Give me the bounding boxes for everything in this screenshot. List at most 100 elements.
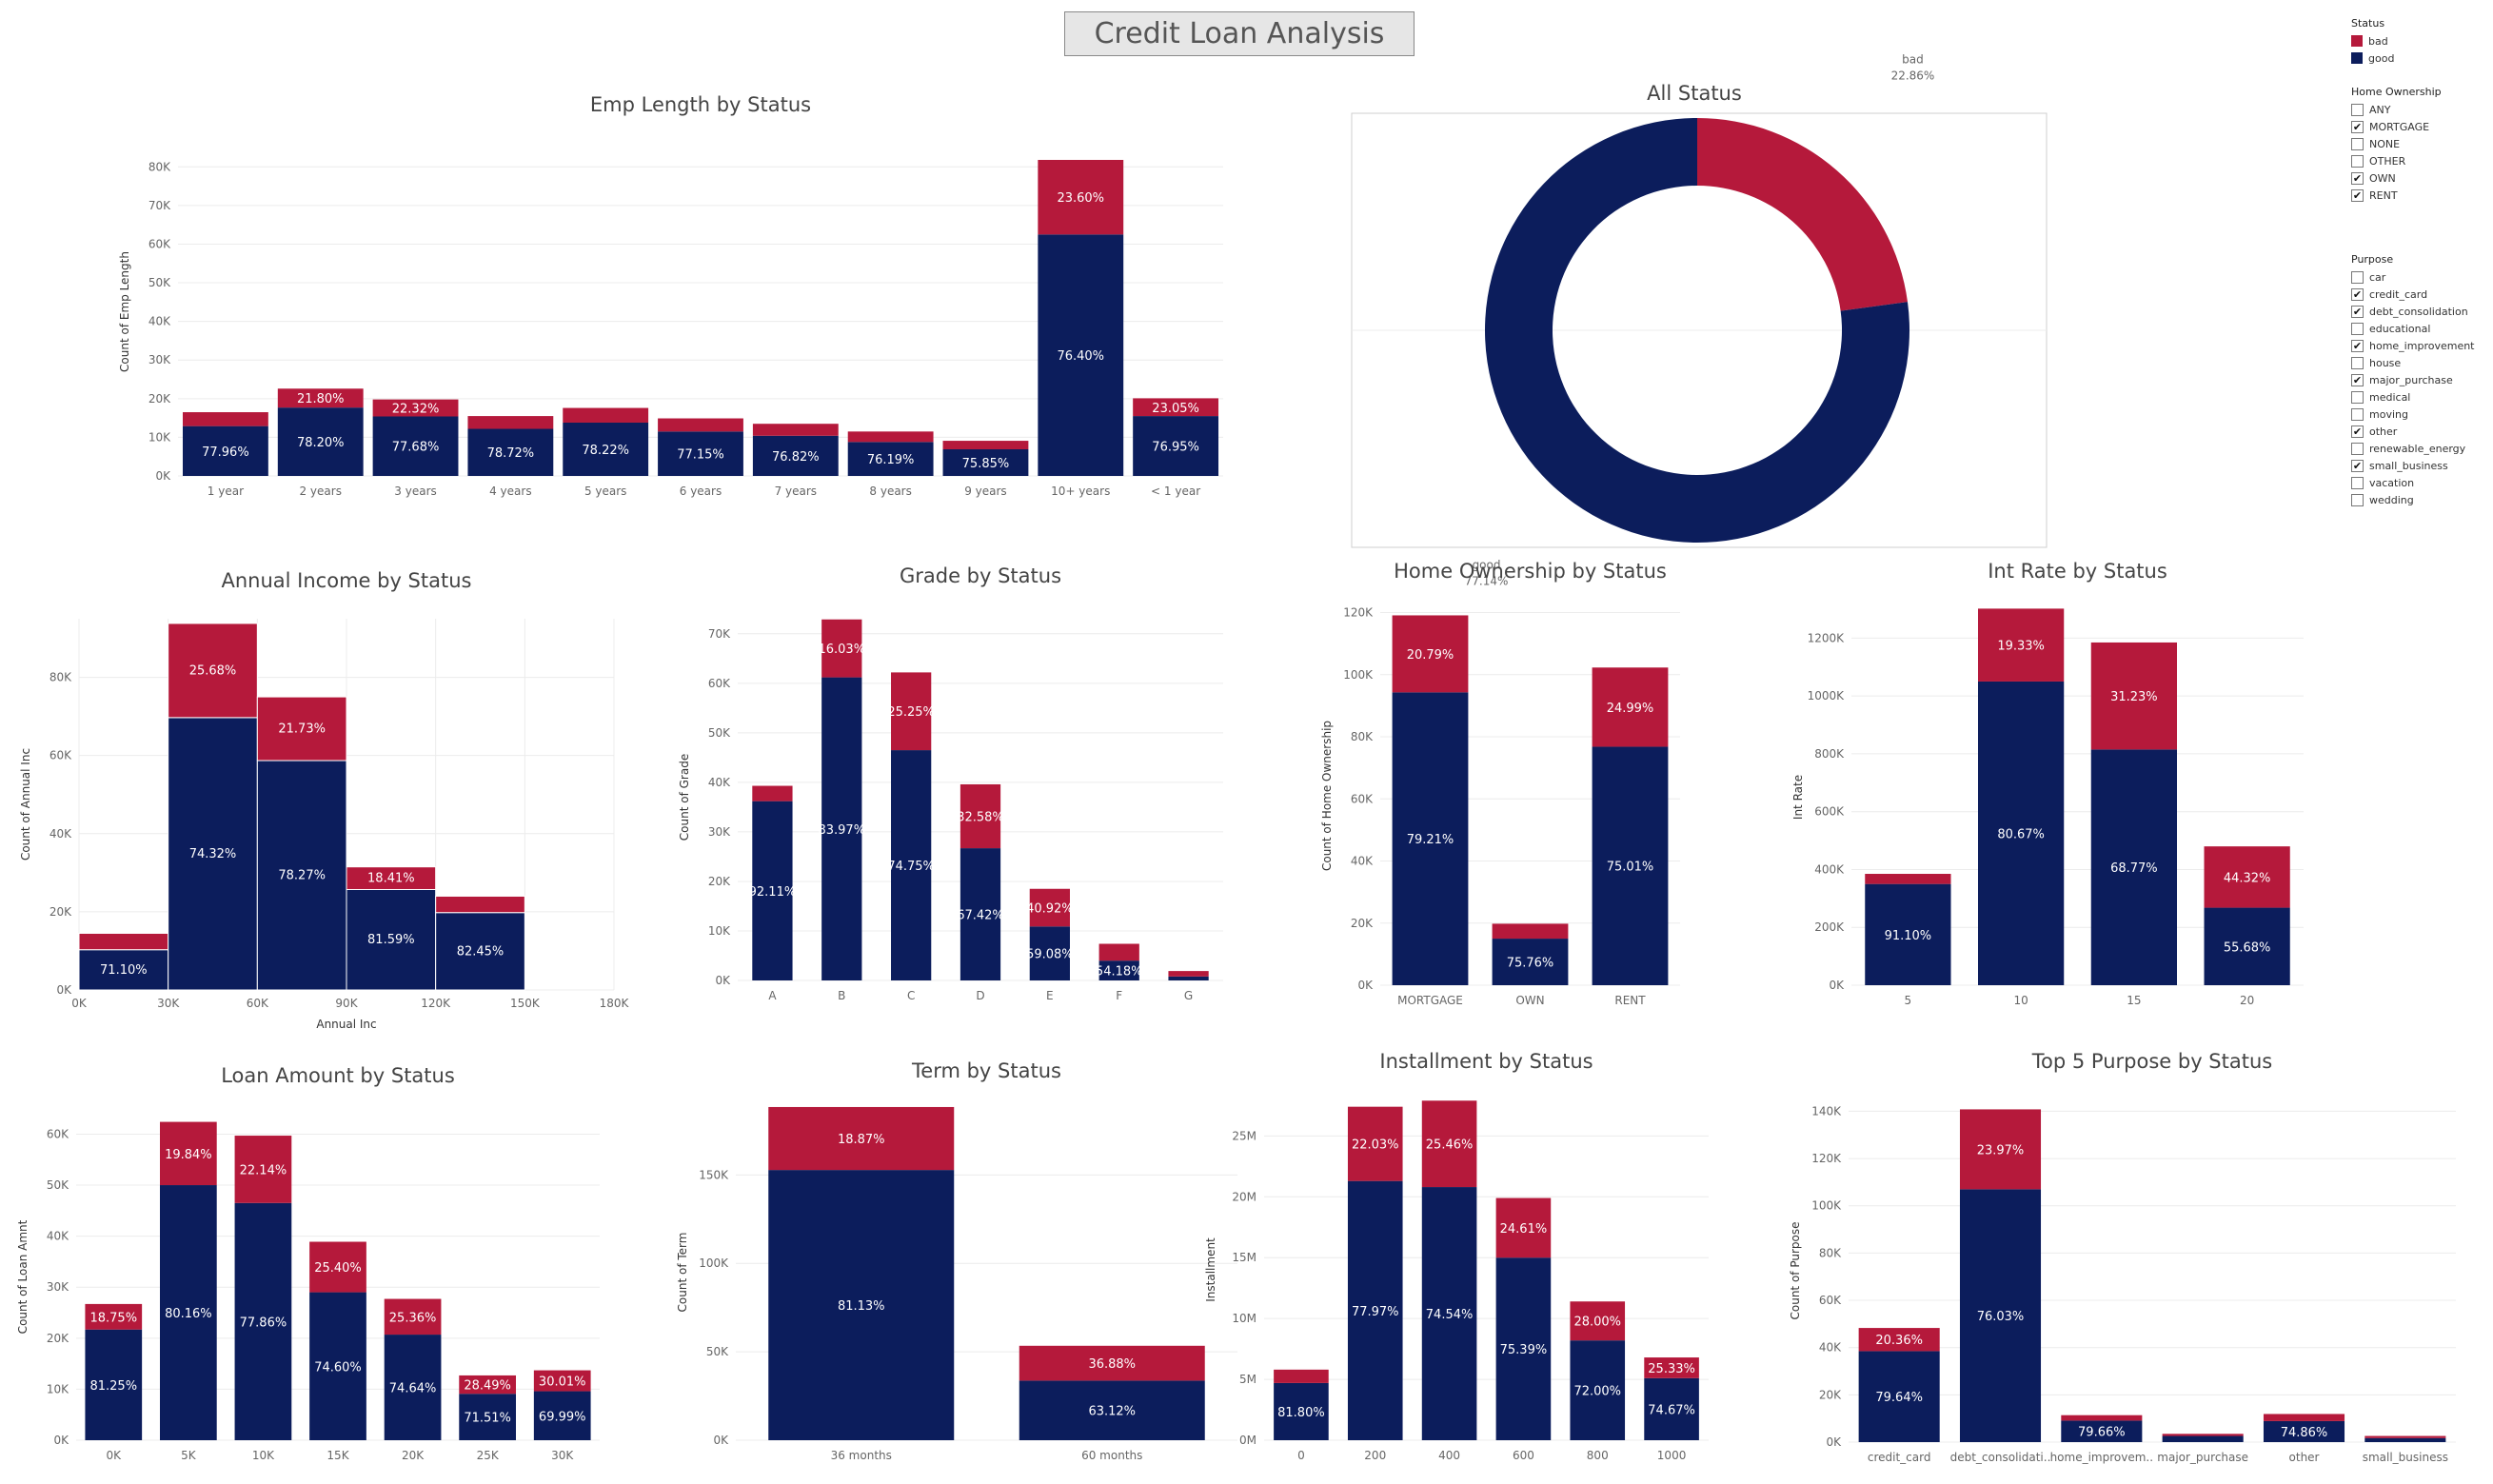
bar-good[interactable]: [256, 760, 347, 991]
home-ownership-option-none[interactable]: NONE: [2351, 135, 2489, 152]
bar-bad[interactable]: [2162, 1434, 2244, 1436]
checkbox-icon[interactable]: [2351, 407, 2364, 421]
bar-good[interactable]: [2061, 1420, 2143, 1442]
donut-slice-bad[interactable]: [1697, 118, 1908, 311]
purpose-option-credit-card[interactable]: ✔ credit_card: [2351, 286, 2489, 303]
purpose-option-home-improvement[interactable]: ✔ home_improvement: [2351, 337, 2489, 354]
bar-bad[interactable]: [891, 672, 932, 751]
bar-good[interactable]: [2204, 907, 2290, 985]
bar-good[interactable]: [768, 1170, 955, 1440]
checkbox-icon[interactable]: [2351, 103, 2364, 116]
bar-good[interactable]: [1865, 883, 1951, 985]
home-ownership-option-other[interactable]: OTHER: [2351, 152, 2489, 169]
purpose-option-educational[interactable]: educational: [2351, 320, 2489, 337]
bar-bad[interactable]: [346, 866, 437, 890]
checkbox-icon[interactable]: [2351, 442, 2364, 455]
checkbox-icon[interactable]: [2351, 270, 2364, 284]
bar-good[interactable]: [1029, 926, 1070, 980]
purpose-option-renewable-energy[interactable]: renewable_energy: [2351, 440, 2489, 457]
bar-good[interactable]: [384, 1335, 442, 1440]
bar-bad[interactable]: [160, 1121, 217, 1186]
bar-bad[interactable]: [2364, 1435, 2446, 1438]
bar-bad[interactable]: [1592, 667, 1669, 747]
status-legend-item-bad[interactable]: bad: [2351, 32, 2489, 49]
bar-good[interactable]: [1644, 1377, 1699, 1440]
bar-good[interactable]: [1098, 960, 1139, 980]
bar-good[interactable]: [1570, 1340, 1626, 1440]
checkbox-icon[interactable]: [2351, 154, 2364, 168]
bar-bad[interactable]: [1392, 615, 1469, 693]
bar-bad[interactable]: [85, 1303, 143, 1330]
bar-bad[interactable]: [256, 696, 347, 762]
bar-good[interactable]: [1392, 692, 1469, 985]
bar-good[interactable]: [2263, 1420, 2345, 1442]
bar-good[interactable]: [1274, 1382, 1329, 1440]
bar-bad[interactable]: [563, 407, 649, 423]
checkbox-checked-icon[interactable]: ✔: [2351, 305, 2364, 318]
checkbox-icon[interactable]: [2351, 356, 2364, 369]
bar-good[interactable]: [459, 1394, 516, 1440]
donut-slice-good[interactable]: [1485, 118, 1909, 543]
purpose-option-car[interactable]: car: [2351, 268, 2489, 286]
bar-bad[interactable]: [2061, 1415, 2143, 1421]
bar-bad[interactable]: [1959, 1109, 2042, 1190]
bar-bad[interactable]: [435, 895, 525, 914]
checkbox-icon[interactable]: [2351, 390, 2364, 404]
bar-good[interactable]: [2090, 749, 2177, 985]
home-ownership-option-rent[interactable]: ✔ RENT: [2351, 187, 2489, 204]
checkbox-checked-icon[interactable]: ✔: [2351, 339, 2364, 352]
purpose-option-house[interactable]: house: [2351, 354, 2489, 371]
bar-bad[interactable]: [2204, 846, 2290, 908]
bar-bad[interactable]: [1421, 1100, 1477, 1188]
bar-bad[interactable]: [372, 399, 459, 417]
bar-bad[interactable]: [752, 424, 839, 436]
bar-good[interactable]: [234, 1202, 292, 1440]
purpose-option-other[interactable]: ✔ other: [2351, 423, 2489, 440]
bar-bad[interactable]: [2090, 642, 2177, 750]
purpose-option-vacation[interactable]: vacation: [2351, 474, 2489, 491]
bar-good[interactable]: [1019, 1380, 1205, 1440]
bar-good[interactable]: [752, 435, 839, 476]
checkbox-icon[interactable]: [2351, 322, 2364, 335]
bar-good[interactable]: [1168, 976, 1209, 980]
checkbox-icon[interactable]: [2351, 137, 2364, 150]
bar-bad[interactable]: [1274, 1369, 1329, 1383]
bar-good[interactable]: [658, 431, 743, 476]
bar-good[interactable]: [821, 677, 862, 980]
bar-bad[interactable]: [752, 785, 793, 801]
bar-good[interactable]: [277, 407, 364, 476]
bar-good[interactable]: [533, 1391, 591, 1440]
home-ownership-option-mortgage[interactable]: ✔ MORTGAGE: [2351, 118, 2489, 135]
bar-good[interactable]: [1133, 416, 1219, 476]
bar-bad[interactable]: [78, 932, 169, 951]
bar-good[interactable]: [2162, 1435, 2244, 1442]
bar-good[interactable]: [435, 912, 525, 991]
checkbox-icon[interactable]: [2351, 493, 2364, 506]
bar-bad[interactable]: [182, 412, 268, 426]
bar-good[interactable]: [1495, 1257, 1552, 1440]
bar-good[interactable]: [467, 428, 554, 476]
bar-bad[interactable]: [1098, 943, 1139, 961]
bar-bad[interactable]: [658, 418, 743, 432]
bar-bad[interactable]: [960, 783, 1001, 849]
bar-bad[interactable]: [1858, 1328, 1940, 1352]
bar-good[interactable]: [160, 1185, 217, 1440]
bar-good[interactable]: [1347, 1180, 1403, 1440]
bar-good[interactable]: [182, 425, 268, 476]
bar-bad[interactable]: [1347, 1106, 1403, 1181]
bar-good[interactable]: [1492, 939, 1569, 985]
bar-good[interactable]: [847, 442, 934, 476]
checkbox-checked-icon[interactable]: ✔: [2351, 188, 2364, 202]
bar-good[interactable]: [1959, 1189, 2042, 1442]
bar-bad[interactable]: [1168, 971, 1209, 977]
bar-bad[interactable]: [1133, 398, 1219, 417]
purpose-option-major-purchase[interactable]: ✔ major_purchase: [2351, 371, 2489, 388]
bar-bad[interactable]: [384, 1298, 442, 1336]
checkbox-icon[interactable]: [2351, 476, 2364, 489]
bar-bad[interactable]: [2263, 1414, 2345, 1421]
bar-good[interactable]: [563, 422, 649, 476]
bar-good[interactable]: [1858, 1351, 1940, 1442]
bar-bad[interactable]: [1038, 159, 1124, 235]
bar-bad[interactable]: [821, 619, 862, 678]
bar-good[interactable]: [85, 1329, 143, 1440]
